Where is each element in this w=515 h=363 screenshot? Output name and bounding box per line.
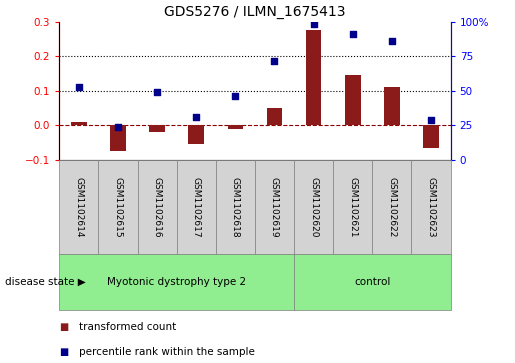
Point — [192, 114, 200, 119]
Bar — [228, 125, 243, 129]
Bar — [188, 125, 204, 144]
Text: GSM1102617: GSM1102617 — [192, 176, 201, 237]
Title: GDS5276 / ILMN_1675413: GDS5276 / ILMN_1675413 — [164, 5, 346, 19]
Text: GSM1102616: GSM1102616 — [152, 176, 162, 237]
Bar — [267, 108, 282, 125]
Point — [427, 117, 435, 123]
Bar — [149, 125, 165, 132]
Point — [75, 84, 83, 90]
Text: GSM1102619: GSM1102619 — [270, 176, 279, 237]
Point — [231, 93, 239, 99]
Bar — [71, 122, 87, 125]
Text: GSM1102614: GSM1102614 — [74, 177, 83, 237]
Bar — [306, 30, 321, 125]
Text: GSM1102615: GSM1102615 — [113, 176, 123, 237]
Point — [114, 124, 122, 130]
Text: ■: ■ — [59, 322, 68, 332]
Text: ■: ■ — [59, 347, 68, 357]
Text: GSM1102622: GSM1102622 — [387, 177, 397, 237]
Point — [153, 90, 161, 95]
Point — [349, 31, 357, 37]
Text: transformed count: transformed count — [79, 322, 176, 332]
Text: GSM1102620: GSM1102620 — [309, 177, 318, 237]
Point — [310, 21, 318, 26]
Text: GSM1102621: GSM1102621 — [348, 177, 357, 237]
Text: disease state ▶: disease state ▶ — [5, 277, 86, 287]
Text: Myotonic dystrophy type 2: Myotonic dystrophy type 2 — [107, 277, 246, 287]
Point — [270, 58, 279, 64]
Point — [388, 38, 396, 44]
Text: control: control — [354, 277, 390, 287]
Bar — [423, 125, 439, 148]
Bar — [384, 87, 400, 125]
Text: GSM1102623: GSM1102623 — [426, 177, 436, 237]
Text: GSM1102618: GSM1102618 — [231, 176, 240, 237]
Bar — [345, 75, 360, 125]
Bar — [110, 125, 126, 151]
Text: percentile rank within the sample: percentile rank within the sample — [79, 347, 255, 357]
